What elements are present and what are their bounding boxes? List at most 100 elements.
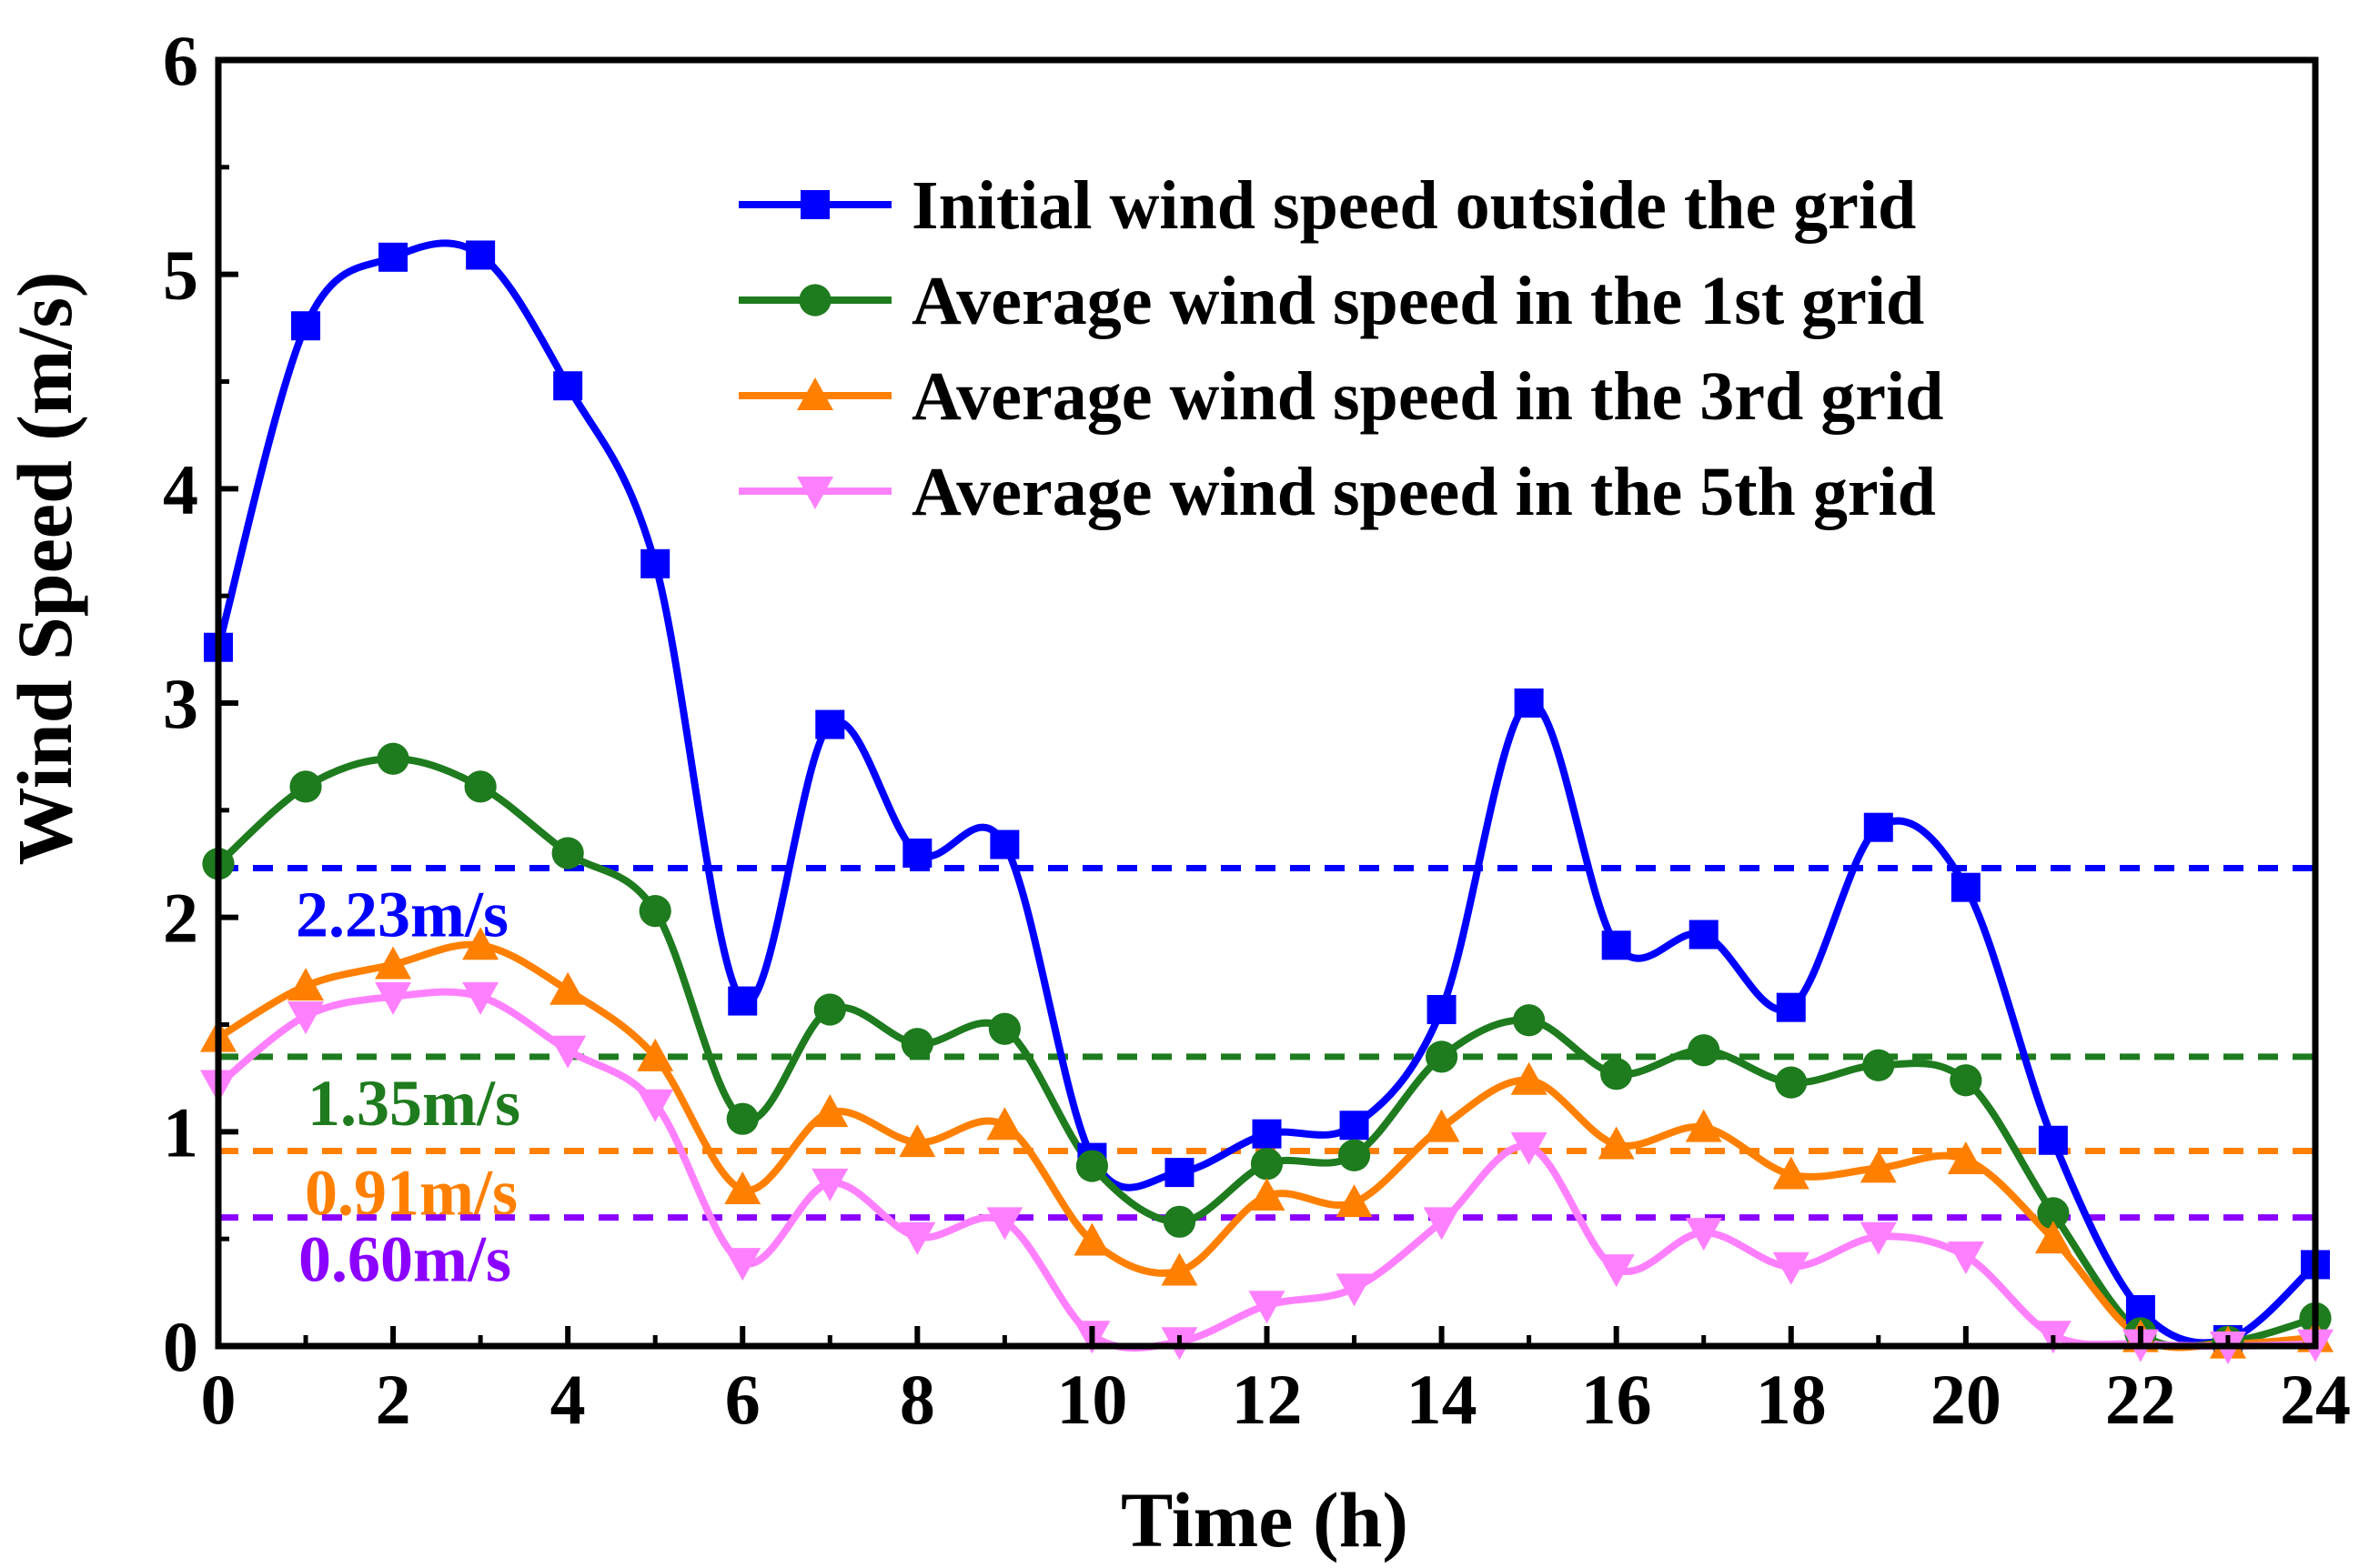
data-point <box>1950 1064 1982 1097</box>
data-point <box>726 1102 759 1135</box>
data-point <box>375 981 412 1015</box>
reference-line-label: 1.35m/s <box>307 1067 520 1140</box>
data-point <box>291 311 321 341</box>
data-point <box>464 770 497 803</box>
x-tick-label: 18 <box>1756 1360 1827 1439</box>
data-point <box>899 1124 936 1158</box>
data-point <box>378 242 408 272</box>
data-point <box>1250 1148 1284 1181</box>
legend-label: Initial wind speed outside the grid <box>912 167 1916 244</box>
data-point <box>990 829 1020 859</box>
y-tick-label: 4 <box>163 449 198 528</box>
data-point <box>1598 1254 1635 1288</box>
series-line <box>216 755 2317 1351</box>
x-tick-label: 20 <box>1930 1360 2001 1439</box>
x-tick-label: 16 <box>1581 1360 1652 1439</box>
data-point <box>813 993 846 1026</box>
data-point <box>1339 1111 1369 1141</box>
y-tick-label: 2 <box>163 879 198 958</box>
x-tick-label: 22 <box>2105 1360 2176 1439</box>
data-point <box>551 837 584 869</box>
data-point <box>1252 1119 1282 1149</box>
legend-label: Average wind speed in the 5th grid <box>912 454 1936 530</box>
data-point <box>986 1207 1023 1241</box>
data-point <box>988 1012 1021 1045</box>
series-line <box>215 239 2318 1347</box>
x-tick-label: 2 <box>376 1360 411 1439</box>
data-point <box>637 1089 674 1122</box>
data-point <box>375 946 412 980</box>
data-point <box>901 1028 933 1060</box>
legend-swatch-marker <box>801 190 830 219</box>
data-point <box>1248 1178 1285 1211</box>
series-line <box>216 988 2316 1352</box>
data-point <box>1860 1150 1897 1183</box>
reference-line-label: 2.23m/s <box>296 878 509 950</box>
data-point <box>1163 1205 1196 1238</box>
data-point <box>902 838 932 868</box>
data-point <box>812 1094 849 1128</box>
x-tick-label: 10 <box>1056 1360 1127 1439</box>
data-point <box>1336 1273 1373 1307</box>
x-tick-label: 4 <box>550 1360 586 1439</box>
data-point <box>1074 1222 1111 1256</box>
data-point <box>1601 930 1631 960</box>
data-point <box>287 968 325 1001</box>
data-point <box>899 1221 936 1255</box>
y-tick-label: 1 <box>163 1092 198 1171</box>
data-point <box>1075 1150 1109 1182</box>
data-point <box>1776 992 1806 1022</box>
data-point <box>1598 1126 1635 1160</box>
data-point <box>549 1035 587 1069</box>
y-tick-label: 3 <box>163 664 198 743</box>
data-point <box>1161 1252 1198 1286</box>
data-point <box>1513 1004 1546 1037</box>
data-point <box>549 971 587 1005</box>
data-point <box>639 894 671 928</box>
data-point <box>1510 1061 1547 1095</box>
x-tick-label: 12 <box>1232 1360 1303 1439</box>
data-point <box>466 240 496 270</box>
x-tick-label: 24 <box>2280 1360 2351 1439</box>
y-tick-label: 6 <box>163 21 198 100</box>
data-point <box>2034 1221 2072 1254</box>
data-point <box>1423 1109 1460 1142</box>
data-point <box>1423 1207 1460 1241</box>
data-point <box>1689 920 1719 950</box>
y-axis-title: Wind Speed (m/s) <box>1 271 88 865</box>
data-point <box>1337 1139 1371 1171</box>
y-tick-label: 5 <box>163 236 198 315</box>
data-point <box>986 1107 1023 1141</box>
legend-label: Average wind speed in the 3rd grid <box>912 358 1943 435</box>
data-point <box>462 927 499 960</box>
data-point <box>1947 1141 1984 1174</box>
data-point <box>1336 1184 1373 1218</box>
legend: Initial wind speed outside the grid Avera… <box>739 167 1943 530</box>
legend-swatch-marker <box>799 284 832 317</box>
data-point <box>1514 689 1544 718</box>
x-axis-title: Time (h) <box>1121 1476 1408 1563</box>
data-point <box>812 1168 849 1201</box>
data-point <box>1426 995 1457 1025</box>
data-point <box>287 1001 325 1035</box>
data-point <box>1772 1156 1810 1190</box>
x-tick-label: 8 <box>900 1360 935 1439</box>
data-point <box>2038 1125 2068 1155</box>
legend-swatch-marker <box>797 477 833 509</box>
data-point <box>1425 1040 1458 1073</box>
data-point <box>1860 1221 1897 1255</box>
reference-line-label: 0.60m/s <box>298 1223 511 1296</box>
data-point <box>1688 1034 1720 1067</box>
data-point <box>289 770 322 803</box>
data-point <box>1600 1058 1633 1091</box>
data-point <box>1863 812 1893 842</box>
data-point <box>1772 1251 1810 1285</box>
data-point <box>1947 1241 1984 1275</box>
data-point <box>724 1171 761 1204</box>
data-point <box>2037 1197 2070 1230</box>
data-point <box>1685 1218 1722 1251</box>
data-point <box>640 548 670 578</box>
data-point <box>1951 872 1981 902</box>
x-tick-label: 14 <box>1406 1360 1477 1439</box>
